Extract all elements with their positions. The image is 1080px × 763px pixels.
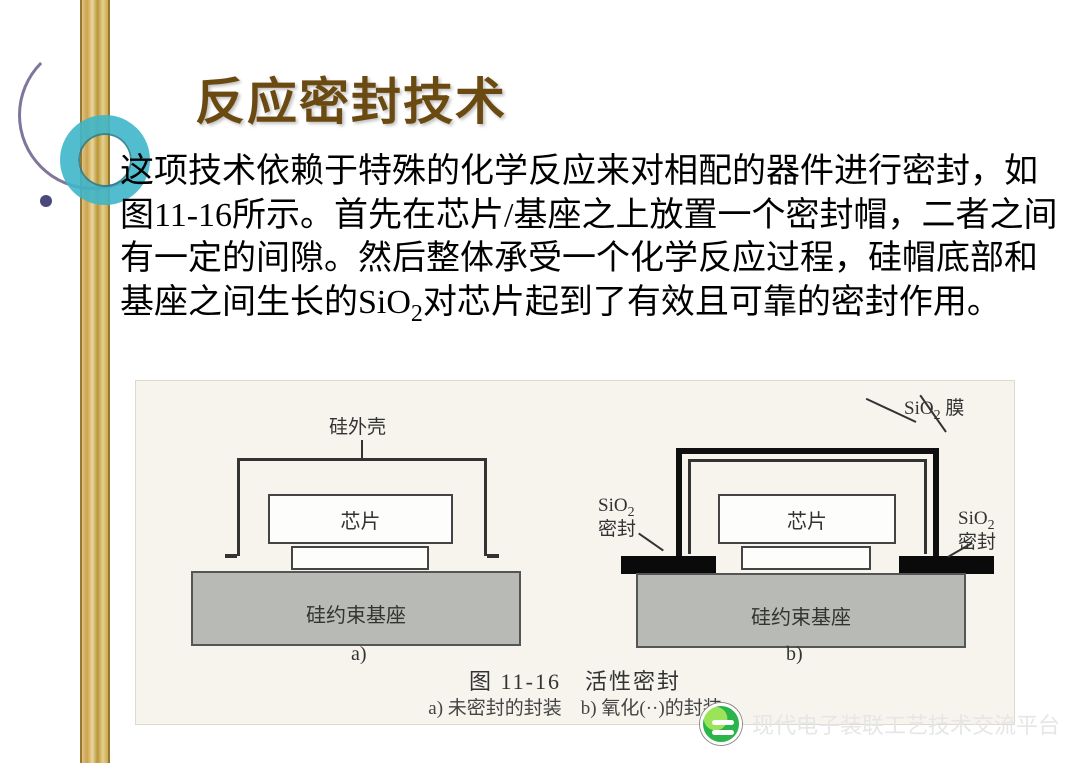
diagram-b: SiO2 膜 芯片 硅约束基座 SiO2密封 SiO2密封 [606,401,996,656]
base-label-a: 硅约束基座 [193,599,519,628]
base-b: 硅约束基座 [636,573,966,648]
base-a: 硅约束基座 [191,571,521,646]
seal-label-left: SiO2密封 [598,496,636,540]
chip-a: 芯片 [268,494,453,544]
label-b: b) [786,643,803,666]
slide: 反应密封技术 这项技术依赖于特殊的化学反应来对相配的器件进行密封，如图11-16… [0,0,1080,763]
watermark: 现代电子装联工艺技术交流平台 [700,703,1060,745]
chip-b: 芯片 [718,494,896,544]
sio2-seal-left [621,556,716,574]
figure-11-16: 硅外壳 芯片 硅约束基座 SiO2 膜 芯片 [135,380,1015,725]
wechat-icon [700,703,742,745]
cap-label-a: 硅外壳 [329,418,386,438]
spacer-a [291,546,429,570]
figure-caption: 图 11-16 活性密封 [136,664,1014,696]
label-a: a) [351,643,367,666]
spacer-b [741,546,871,570]
body-text: 这项技术依赖于特殊的化学反应来对相配的器件进行密封，如图11-16所示。首先在芯… [120,150,1060,329]
diagram-a: 硅外壳 芯片 硅约束基座 [181,406,551,651]
watermark-text: 现代电子装联工艺技术交流平台 [752,708,1060,740]
cap-foot-r-a [487,554,499,558]
sio2-seal-right [899,556,994,574]
page-title: 反应密封技术 [195,62,507,134]
arrow-cap-a [361,440,363,460]
seal-arrow-l [638,533,664,552]
decorative-dot [40,195,52,207]
base-label-b: 硅约束基座 [638,601,964,630]
cap-foot-l-a [225,554,237,558]
